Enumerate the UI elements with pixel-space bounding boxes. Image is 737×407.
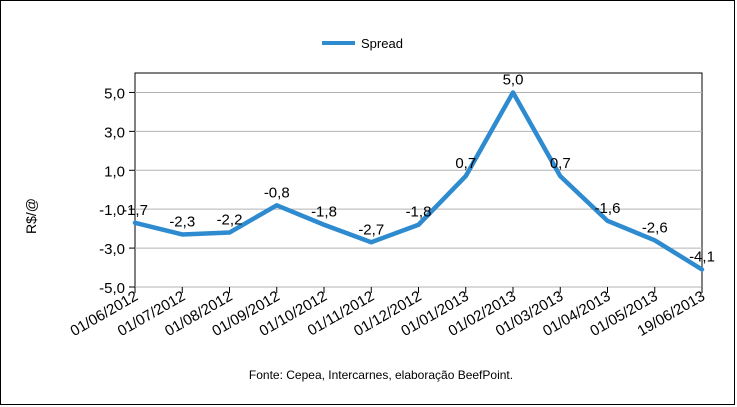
series-line [132, 90, 705, 272]
data-label: 0,7 [550, 155, 571, 172]
y-axis-title: R$/@ [23, 198, 39, 234]
y-tick-label: -5,0 [99, 280, 125, 297]
x-axis-ticks: 01/06/201201/07/201201/08/201201/09/2012… [67, 287, 708, 340]
data-label: -0,8 [264, 184, 290, 201]
series-spread: -1,7 -2,3 -2,2 -0,8 -1,8 -2,7 -1,8 0,7 5,0 0,7 -1,… [122, 71, 715, 272]
data-label: -1,6 [595, 200, 621, 217]
y-axis-ticks: 5,0 3,0 1,0 -1,0 -3,0 -5,0 [99, 85, 135, 297]
data-label: -2,2 [217, 212, 243, 229]
y-tick-label: 5,0 [104, 85, 125, 102]
data-label: -2,6 [642, 219, 668, 236]
data-label: -2,7 [358, 221, 384, 238]
data-label: -2,3 [169, 213, 195, 230]
plot-area [134, 72, 703, 288]
legend: Spread [322, 36, 403, 51]
data-label: -4,1 [689, 248, 715, 265]
y-tick-label: -3,0 [99, 241, 125, 258]
legend-label: Spread [361, 36, 403, 51]
y-tick-label: -1,0 [99, 202, 125, 219]
y-tick-label: 1,0 [104, 163, 125, 180]
y-tick-label: 3,0 [104, 124, 125, 141]
data-label: -1,8 [406, 204, 432, 221]
source-note: Fonte: Cepea, Intercarnes, elaboração Be… [249, 368, 513, 382]
data-label: 0,7 [455, 155, 476, 172]
data-label: -1,8 [311, 204, 337, 221]
gridlines [135, 91, 702, 288]
data-label: 5,0 [503, 71, 524, 88]
data-label: -1,7 [122, 202, 148, 219]
